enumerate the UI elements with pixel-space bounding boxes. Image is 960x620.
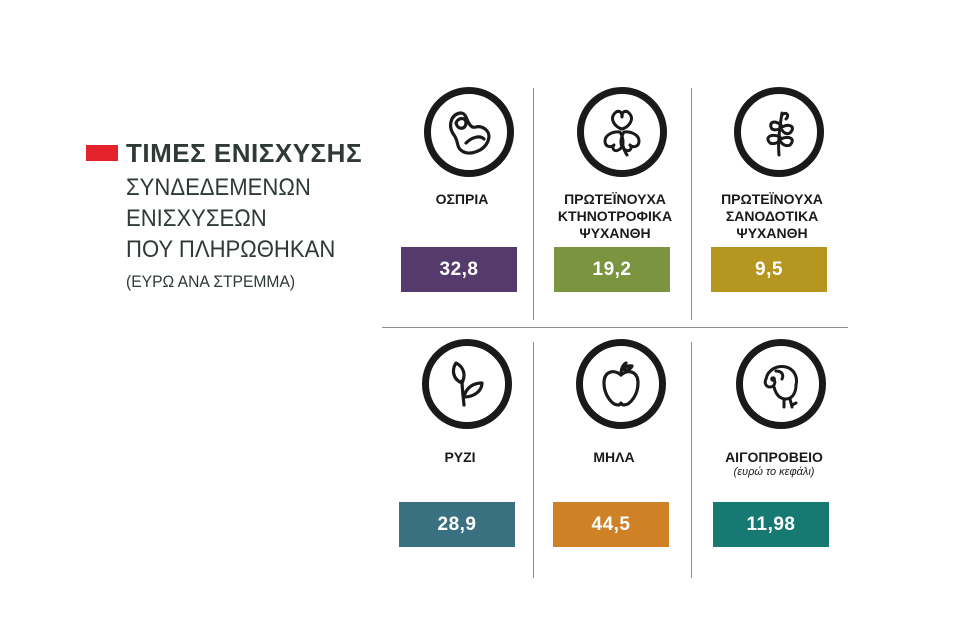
value-box: 28,9 (399, 502, 515, 547)
sprout-icon (422, 339, 512, 429)
chart-title: ΤΙΜΕΣ ΕΝΙΣΧΥΣΗΣ (126, 138, 363, 168)
category-label: ΑΙΓΟΠΡΟΒΕΙΟ (725, 449, 823, 465)
plant-icon (734, 87, 824, 177)
column-divider (691, 88, 692, 320)
category-label: ΠΡΩΤΕΪΝΟΥΧΑ ΣΑΝΟΔΟΤΙΚΑ ΨΥΧΑΝΘΗ (721, 191, 823, 241)
value-box: 11,98 (713, 502, 829, 547)
unit-label: (ΕΥΡΩ ΑΝΑ ΣΤΡΕΜΜΑ) (126, 272, 296, 291)
category-note: (ευρώ το κεφάλι) (733, 466, 815, 478)
column-divider (533, 88, 534, 320)
category-label: ΟΣΠΡΙΑ (435, 191, 489, 207)
column-divider (691, 342, 692, 578)
category-label: ΠΡΩΤΕΪΝΟΥΧΑ ΚΤΗΝΟΤΡΟΦΙΚΑ ΨΥΧΑΝΘΗ (557, 191, 673, 241)
category-label: ΜΗΛΑ (593, 449, 635, 465)
subtitle-line: ΕΝΙΣΧΥΣΕΩΝ (126, 205, 267, 232)
value-box: 44,5 (553, 502, 669, 547)
category-label: ΡΥΖΙ (444, 449, 476, 465)
apple-icon (576, 339, 666, 429)
value-box: 19,2 (554, 247, 670, 292)
value-box: 32,8 (401, 247, 517, 292)
subtitle-line: ΠΟΥ ΠΛΗΡΩΘΗΚΑΝ (126, 236, 336, 263)
chart-subtitle: ΣΥΝΔΕΔΕΜΕΝΩΝ ΕΝΙΣΧΥΣΕΩΝ ΠΟΥ ΠΛΗΡΩΘΗΚΑΝ (126, 172, 335, 265)
row-divider (382, 327, 848, 328)
legend-color-box (86, 145, 118, 161)
bean-icon (424, 87, 514, 177)
value-box: 9,5 (711, 247, 827, 292)
sheep-icon (736, 339, 826, 429)
subtitle-line: ΣΥΝΔΕΔΕΜΕΝΩΝ (126, 174, 311, 201)
clover-icon (577, 87, 667, 177)
column-divider (533, 342, 534, 578)
